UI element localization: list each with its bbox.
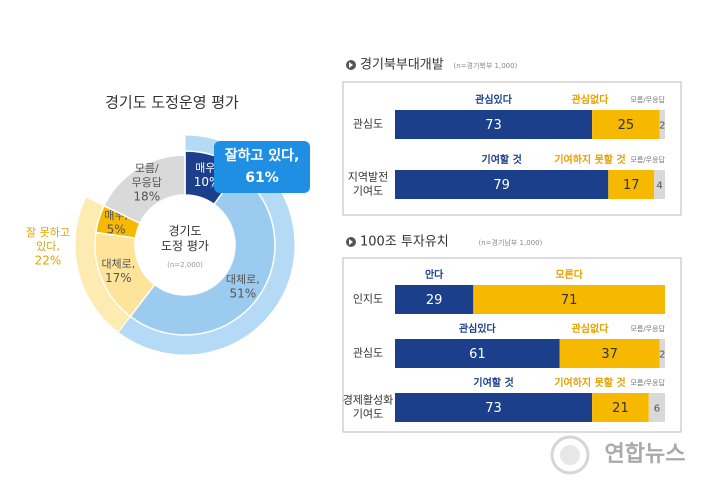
bar-segment (659, 339, 665, 368)
bar-segment (395, 339, 560, 368)
bar-segment (654, 170, 665, 199)
label-line: 있다, (36, 240, 60, 253)
series-name: 기여하지 못할 것 (554, 376, 625, 389)
series-name: 모름/무응답 (630, 324, 665, 333)
series-name: 모름/무응답 (630, 155, 665, 164)
label-line: 인지도 (353, 293, 383, 306)
section-box (342, 257, 682, 433)
label-line: 대체로, (101, 257, 135, 270)
bar-value: 61 (469, 347, 486, 362)
bar-segment (395, 285, 474, 314)
bar-segment (648, 393, 665, 422)
label-line: 잘하고 있다, (225, 147, 300, 164)
series-name: 관심있다 (475, 93, 513, 106)
bar-value: 2 (659, 350, 665, 361)
label-line: 잘 못하고 (26, 225, 70, 239)
series-name: 관심있다 (459, 322, 497, 335)
section-title: 100조 투자유치 (360, 235, 449, 250)
label-line: 관심도 (353, 347, 383, 360)
bar-segment (473, 285, 665, 314)
bar-value: 4 (656, 181, 662, 192)
section-subtitle: (n=경기북부 1,000) (454, 61, 518, 70)
bar-value: 37 (601, 347, 618, 362)
bar-value: 6 (654, 404, 660, 415)
slice-value: 5% (107, 223, 126, 237)
section-box (342, 81, 682, 216)
group-value: 61% (245, 170, 279, 186)
series-name: 안다 (425, 268, 444, 281)
label-line: 무응답 (132, 176, 162, 189)
series-name: 모른다 (555, 268, 583, 281)
slice-value: 51% (230, 286, 257, 300)
watermark-logo (550, 435, 590, 475)
bar-segment (592, 110, 660, 139)
label-line: 경기도 (168, 224, 201, 238)
bar-segment (608, 170, 655, 199)
label-line: 지역발전 (348, 171, 388, 184)
section-subtitle: (n=경기남부 1,000) (479, 238, 543, 247)
bar-value: 17 (623, 178, 640, 193)
bullet-arrow (349, 62, 353, 68)
label-line: 경제활성화 (343, 393, 394, 407)
group-value: 22% (35, 254, 62, 268)
bar-value: 71 (561, 293, 578, 308)
bar-value: 29 (426, 293, 443, 308)
label-line: 대체로, (226, 273, 260, 286)
label-line: 모름/ (135, 162, 159, 175)
slice-value: 18% (133, 189, 160, 203)
bar-value: 73 (485, 118, 502, 133)
bar-value: 79 (493, 178, 510, 193)
series-name: 관심없다 (572, 322, 610, 335)
bar-segment (395, 170, 609, 199)
series-name: 모름/무응답 (630, 95, 665, 104)
bar-segment (659, 110, 665, 139)
series-name: 기여할 것 (482, 153, 522, 166)
section-title: 경기북부대개발 (360, 58, 444, 73)
center-note: (n=2,000) (167, 261, 203, 269)
bar-value: 21 (612, 401, 629, 416)
donut-hole (135, 195, 235, 295)
series-name: 관심없다 (572, 93, 610, 106)
bullet-arrow (349, 239, 353, 245)
series-name: 기여할 것 (473, 376, 513, 389)
bar-segment (592, 393, 649, 422)
label-line: 매우, (195, 161, 219, 174)
chart-title: 경기도 도정운영 평가 (105, 94, 239, 112)
label-line: 관심도 (353, 118, 383, 131)
series-name: 기여하지 못할 것 (554, 153, 625, 166)
series-name: 모름/무응답 (630, 378, 665, 387)
label-line: 기여도 (353, 185, 383, 198)
bar-segment (395, 393, 593, 422)
label-line: 기여도 (353, 408, 383, 421)
label-line: 도정 평가 (161, 239, 209, 253)
bar-value: 25 (618, 118, 635, 133)
slice-value: 17% (105, 271, 132, 285)
bar-value: 73 (485, 401, 502, 416)
bar-segment (395, 110, 593, 139)
callout-box (214, 141, 310, 193)
bar-value: 2 (659, 121, 665, 132)
watermark: 연합뉴스 (605, 441, 686, 467)
bar-segment (559, 339, 660, 368)
